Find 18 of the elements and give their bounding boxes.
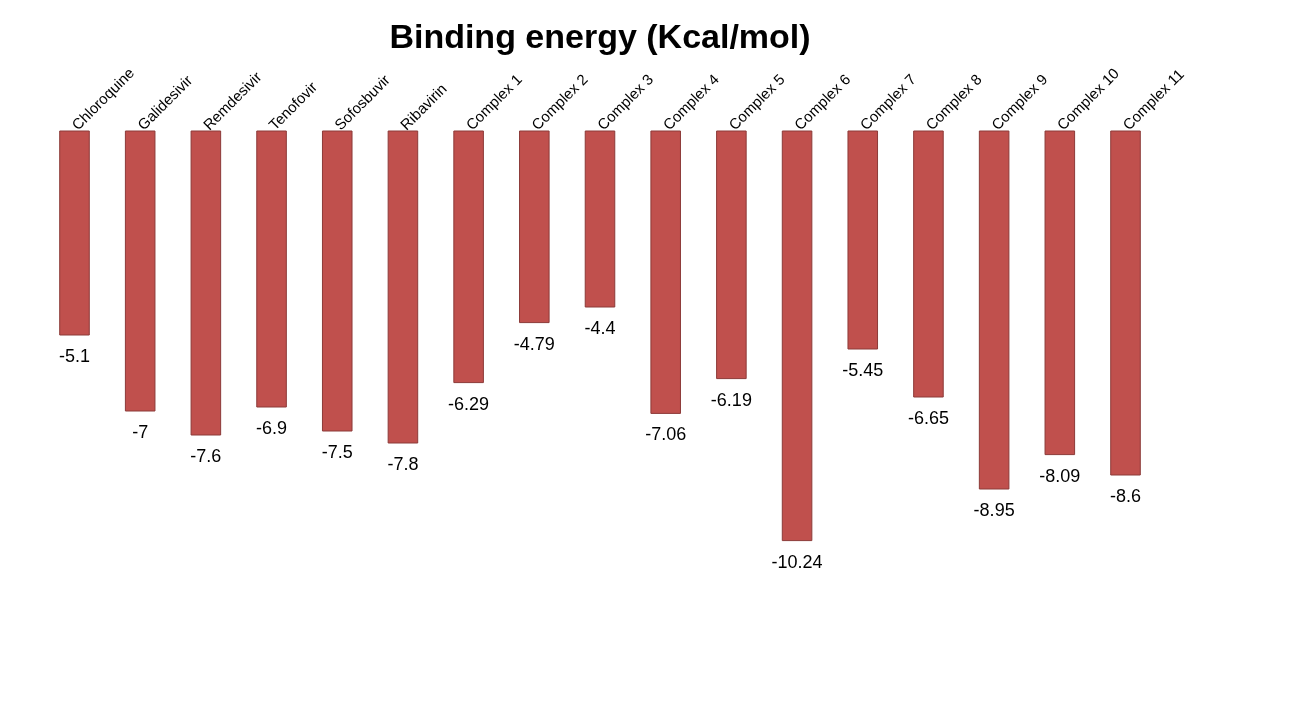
data-label: -4.4	[584, 318, 616, 338]
chart-title: Binding energy (Kcal/mol)	[389, 16, 811, 55]
data-label: -7.8	[387, 454, 419, 474]
data-label: -8.95	[973, 500, 1015, 520]
data-label: -7.6	[190, 446, 222, 466]
data-label: -7.5	[321, 442, 353, 462]
data-label: -6.65	[907, 408, 949, 428]
data-label: -6.19	[710, 389, 752, 410]
data-label: -6.9	[256, 418, 288, 438]
data-label: -5.1	[58, 346, 90, 366]
data-label: -7.06	[645, 424, 687, 445]
data-label: -6.29	[448, 393, 490, 414]
data-label: -8.6	[1110, 486, 1142, 506]
data-label: -7	[132, 422, 149, 442]
data-label: -5.45	[842, 360, 884, 380]
data-label: -8.09	[1039, 465, 1081, 486]
data-label: -10.24	[771, 551, 823, 572]
data-label: -4.79	[513, 333, 555, 354]
